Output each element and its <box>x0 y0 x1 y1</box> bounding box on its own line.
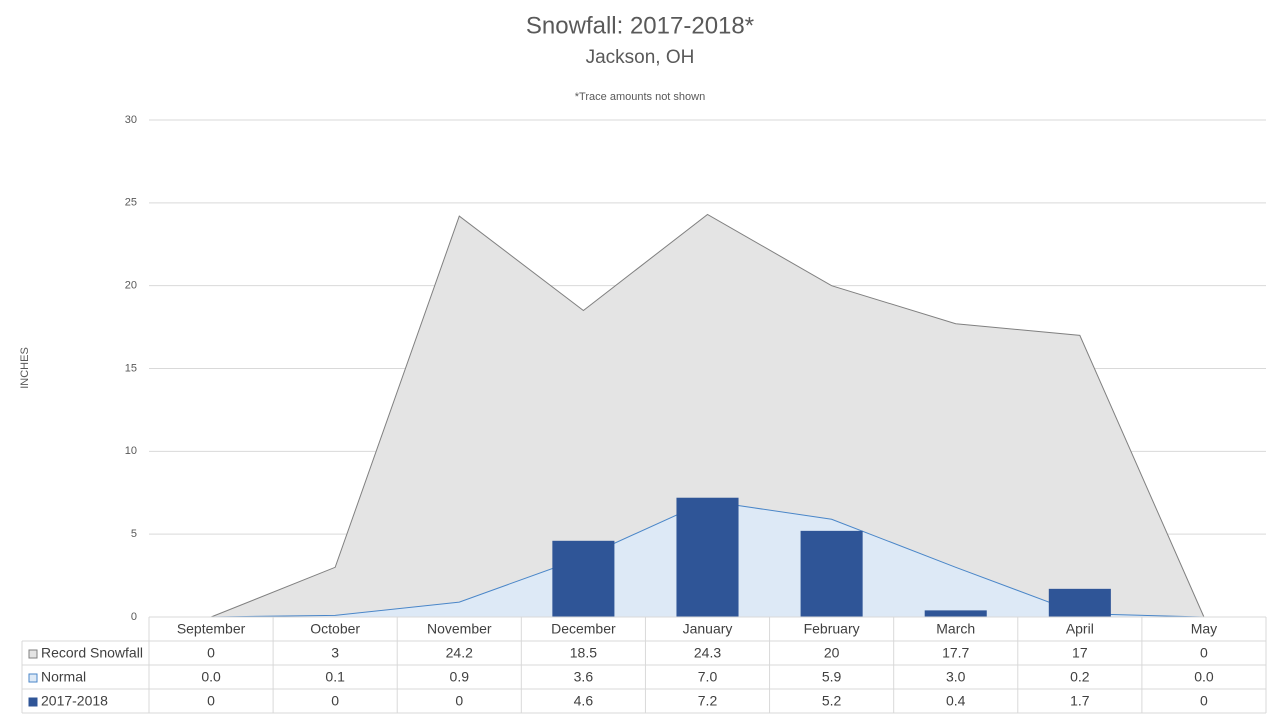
table-value: 0 <box>1200 645 1208 661</box>
table-value: 0 <box>331 693 339 709</box>
legend-swatch <box>28 673 38 683</box>
table-value: 0.2 <box>1070 669 1090 685</box>
x-tick-label: April <box>1066 621 1094 637</box>
y-tick-label: 30 <box>125 114 137 126</box>
x-tick-label: May <box>1191 621 1217 637</box>
table-value: 0.0 <box>201 669 221 685</box>
table-value: 0 <box>455 693 463 709</box>
x-tick-label: November <box>427 621 492 637</box>
y-tick-label: 15 <box>125 362 137 374</box>
table-value: 4.6 <box>574 693 594 709</box>
table-value: 0 <box>207 645 215 661</box>
table-value: 24.2 <box>446 645 473 661</box>
table-value: 17 <box>1072 645 1088 661</box>
table-value: 3.0 <box>946 669 966 685</box>
legend-label: Normal <box>41 669 86 685</box>
x-tick-label: January <box>683 621 733 637</box>
x-tick-label: February <box>804 621 860 637</box>
y-tick-label: 5 <box>131 528 137 540</box>
y-tick-label: 20 <box>125 280 137 292</box>
table-value: 5.2 <box>822 693 842 709</box>
table-value: 1.7 <box>1070 693 1090 709</box>
bar <box>1048 588 1111 617</box>
bar <box>552 540 615 617</box>
table-value: 0.1 <box>325 669 345 685</box>
table-value: 20 <box>824 645 840 661</box>
x-tick-label: October <box>310 621 360 637</box>
table-value: 18.5 <box>570 645 597 661</box>
table-value: 17.7 <box>942 645 969 661</box>
y-axis-label: INCHES <box>19 347 31 389</box>
chart-note: *Trace amounts not shown <box>575 91 705 103</box>
legend-label: Record Snowfall <box>41 645 143 661</box>
table-value: 3 <box>331 645 339 661</box>
x-tick-label: September <box>177 621 246 637</box>
legend-label: 2017-2018 <box>41 693 108 709</box>
table-value: 7.0 <box>698 669 718 685</box>
bar <box>924 610 987 617</box>
area-line <box>210 213 1205 618</box>
table-value: 7.2 <box>698 693 718 709</box>
table-value: 0.9 <box>450 669 470 685</box>
table-value: 0.0 <box>1194 669 1214 685</box>
y-tick-label: 25 <box>125 197 137 209</box>
table-value: 5.9 <box>822 669 842 685</box>
x-tick-label: March <box>936 621 975 637</box>
chart-title: Snowfall: 2017-2018* <box>526 12 754 39</box>
bar <box>800 530 863 617</box>
table-value: 0 <box>1200 693 1208 709</box>
y-tick-label: 10 <box>125 445 137 457</box>
table-value: 24.3 <box>694 645 721 661</box>
legend-swatch <box>28 697 38 707</box>
chart-subtitle: Jackson, OH <box>586 47 695 68</box>
area-fill <box>211 214 1204 617</box>
table-value: 3.6 <box>574 669 594 685</box>
y-tick-label: 0 <box>131 611 137 623</box>
table-value: 0 <box>207 693 215 709</box>
table-value: 0.4 <box>946 693 966 709</box>
legend-swatch <box>28 649 38 659</box>
bar <box>676 497 739 617</box>
x-tick-label: December <box>551 621 616 637</box>
